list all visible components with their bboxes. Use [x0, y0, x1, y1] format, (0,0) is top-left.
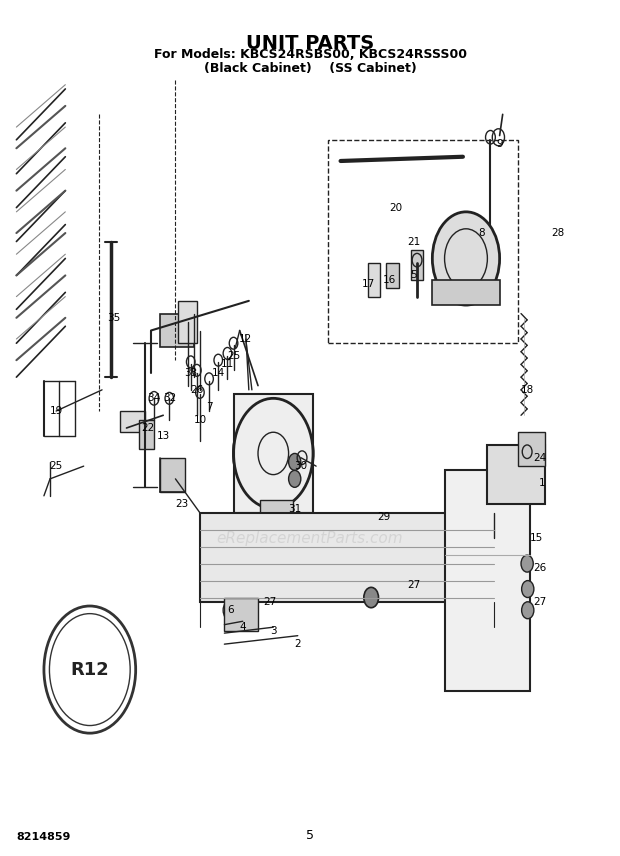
Bar [139, 419, 154, 449]
Bar [200, 513, 494, 602]
Text: 33: 33 [184, 368, 197, 377]
Text: 32: 32 [162, 393, 176, 403]
Text: 4: 4 [239, 622, 246, 633]
Text: R12: R12 [71, 661, 109, 679]
Bar [411, 250, 423, 280]
Text: 8214859: 8214859 [16, 832, 71, 841]
Text: eReplacementParts.com: eReplacementParts.com [216, 531, 404, 545]
Text: 25: 25 [50, 461, 63, 471]
Text: 5: 5 [410, 270, 417, 281]
Bar [160, 313, 194, 348]
Circle shape [44, 606, 136, 733]
Text: 19: 19 [50, 406, 63, 416]
Text: 3: 3 [270, 627, 277, 637]
Text: 17: 17 [361, 279, 374, 288]
Bar [224, 597, 258, 632]
Bar [518, 432, 546, 467]
Text: 25: 25 [227, 351, 240, 361]
Text: 12: 12 [239, 334, 252, 344]
Circle shape [450, 613, 464, 633]
Bar [445, 471, 530, 691]
Circle shape [288, 454, 301, 471]
Text: 27: 27 [264, 597, 277, 607]
Bar [234, 394, 313, 513]
Text: 29: 29 [377, 512, 390, 522]
Circle shape [288, 471, 301, 487]
Text: (Black Cabinet)    (SS Cabinet): (Black Cabinet) (SS Cabinet) [203, 62, 417, 74]
Text: 8: 8 [478, 228, 485, 238]
Text: 31: 31 [288, 503, 301, 514]
Bar [179, 300, 197, 343]
Text: 13: 13 [157, 431, 170, 442]
Text: 15: 15 [529, 533, 543, 544]
Text: For Models: KBCS24RSBS00, KBCS24RSSS00: For Models: KBCS24RSBS00, KBCS24RSSS00 [154, 48, 466, 62]
Text: 7: 7 [206, 401, 213, 412]
Text: 16: 16 [383, 275, 396, 285]
Text: 35: 35 [108, 312, 121, 323]
Text: 30: 30 [294, 461, 308, 471]
Text: UNIT PARTS: UNIT PARTS [246, 34, 374, 53]
Text: 6: 6 [227, 605, 234, 615]
Text: 26: 26 [190, 385, 203, 395]
Text: 10: 10 [193, 414, 206, 425]
Text: 2: 2 [294, 639, 301, 649]
Text: 14: 14 [211, 368, 225, 377]
Circle shape [521, 556, 533, 572]
Bar [368, 263, 380, 297]
Bar [329, 140, 518, 343]
Text: 11: 11 [221, 360, 234, 370]
Circle shape [432, 211, 500, 305]
Text: 9: 9 [496, 139, 503, 149]
Text: 21: 21 [407, 236, 420, 247]
Circle shape [50, 614, 130, 726]
Text: 23: 23 [175, 499, 188, 509]
Text: 26: 26 [533, 563, 546, 573]
Text: 24: 24 [533, 453, 546, 463]
Circle shape [364, 587, 378, 608]
Bar [260, 500, 293, 534]
Text: 18: 18 [521, 385, 534, 395]
Text: 27: 27 [533, 597, 546, 607]
Circle shape [521, 580, 534, 597]
Bar [386, 263, 399, 288]
Bar [432, 280, 500, 305]
Bar [120, 411, 145, 432]
Circle shape [521, 602, 534, 619]
Text: 20: 20 [389, 203, 402, 212]
Bar [160, 458, 185, 491]
Text: 22: 22 [141, 423, 154, 433]
Text: 28: 28 [551, 228, 564, 238]
Text: 5: 5 [306, 829, 314, 841]
Text: 27: 27 [407, 580, 420, 590]
Circle shape [450, 630, 464, 650]
Text: 34: 34 [148, 393, 161, 403]
Bar [487, 445, 546, 504]
Text: 1: 1 [539, 479, 546, 488]
